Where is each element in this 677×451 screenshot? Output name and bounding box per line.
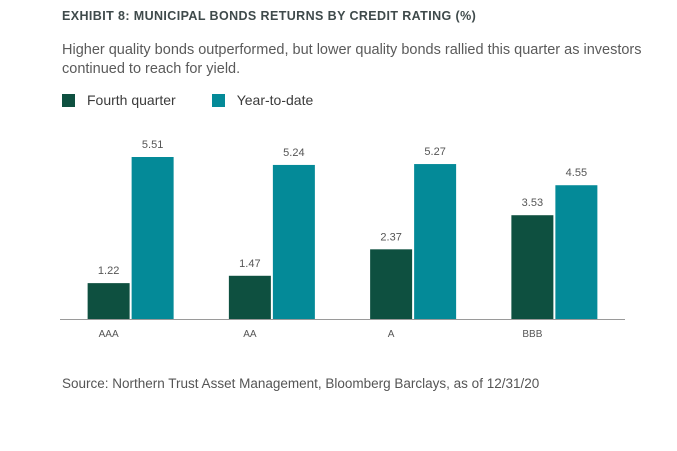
legend-label-fourth-quarter: Fourth quarter [87, 92, 176, 108]
bar-year-to-date-a [414, 164, 457, 319]
x-tick-label-a: A [388, 329, 395, 340]
data-label-year-to-date-bbb: 4.55 [566, 167, 587, 179]
chart-subtitle: Higher quality bonds outperformed, but l… [62, 42, 642, 77]
legend-swatch-year-to-date [211, 93, 225, 107]
bar-fourth-quarter-bbb [511, 215, 554, 319]
legend-item-fourth-quarter: Fourth quarter [62, 92, 176, 108]
legend: Fourth quarter Year-to-date [62, 91, 349, 109]
data-label-fourth-quarter-a: 2.37 [380, 231, 401, 243]
x-tick-label-aaa: AAA [99, 329, 119, 340]
data-label-fourth-quarter-bbb: 3.53 [522, 197, 543, 209]
legend-label-year-to-date: Year-to-date [236, 92, 314, 108]
data-label-fourth-quarter-aaa: 1.22 [98, 265, 119, 277]
x-tick-label-aa: AA [243, 329, 257, 340]
x-tick-label-bbb: BBB [522, 329, 542, 340]
source-note: Source: Northern Trust Asset Management,… [62, 376, 540, 391]
bar-year-to-date-aa [272, 164, 315, 319]
chart-title: EXHIBIT 8: MUNICIPAL BONDS RETURNS BY CR… [62, 9, 477, 23]
bar-year-to-date-aaa [131, 157, 174, 319]
legend-swatch-fourth-quarter [62, 93, 75, 107]
bar-fourth-quarter-a [370, 249, 413, 319]
data-label-fourth-quarter-aa: 1.47 [239, 258, 260, 270]
bar-year-to-date-bbb [555, 185, 598, 319]
bar-fourth-quarter-aa [228, 275, 271, 319]
data-label-year-to-date-aaa: 5.51 [142, 139, 163, 151]
data-label-year-to-date-aa: 5.24 [283, 147, 304, 159]
legend-item-year-to-date: Year-to-date [211, 92, 314, 108]
bar-fourth-quarter-aaa [87, 283, 130, 319]
data-label-year-to-date-a: 5.27 [424, 146, 445, 158]
